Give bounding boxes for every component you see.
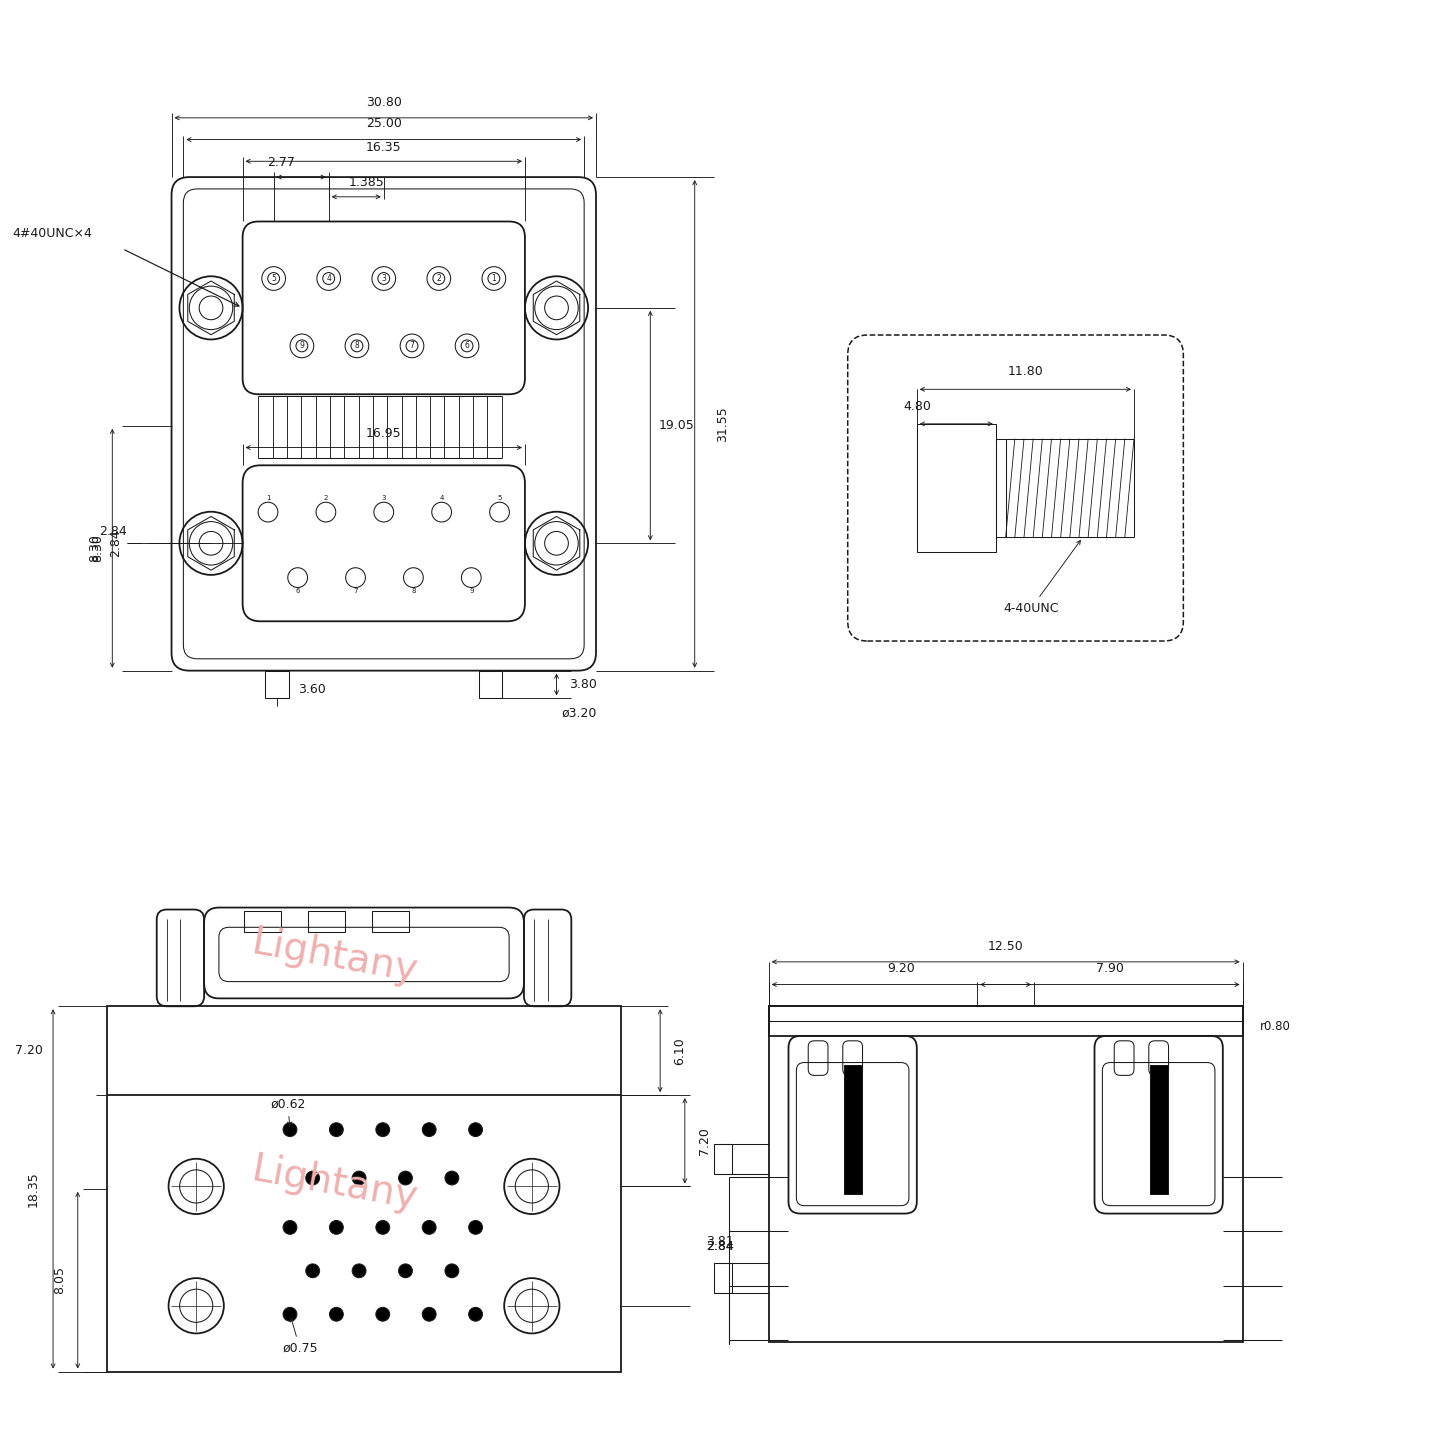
Bar bbox=[769, 1007, 1243, 1342]
Text: 4-40UNC: 4-40UNC bbox=[1004, 540, 1080, 615]
Text: 30.80: 30.80 bbox=[366, 95, 402, 108]
Text: 4#40UNC×4: 4#40UNC×4 bbox=[13, 228, 92, 240]
Circle shape bbox=[353, 1264, 366, 1277]
Text: Lightany: Lightany bbox=[248, 923, 420, 991]
Circle shape bbox=[445, 1264, 459, 1277]
Text: 7.90: 7.90 bbox=[1096, 962, 1123, 975]
Text: 9: 9 bbox=[300, 341, 304, 350]
Text: 6: 6 bbox=[465, 341, 469, 350]
Circle shape bbox=[468, 1308, 482, 1320]
Bar bbox=[1149, 1066, 1168, 1194]
Text: 2: 2 bbox=[324, 495, 328, 501]
Bar bbox=[714, 1263, 732, 1293]
Text: ø0.75: ø0.75 bbox=[282, 1318, 318, 1355]
Circle shape bbox=[422, 1123, 436, 1136]
Text: 8.05: 8.05 bbox=[53, 1266, 66, 1295]
Circle shape bbox=[399, 1264, 412, 1277]
Bar bbox=[265, 671, 289, 698]
Bar bbox=[769, 1007, 1243, 1035]
Bar bbox=[844, 1066, 861, 1194]
Text: 2.84: 2.84 bbox=[99, 526, 127, 539]
Text: 7.20: 7.20 bbox=[16, 1044, 43, 1057]
Text: 5: 5 bbox=[497, 495, 501, 501]
Text: ø0.62: ø0.62 bbox=[271, 1097, 305, 1126]
Text: r0.80: r0.80 bbox=[1260, 1020, 1292, 1032]
Circle shape bbox=[305, 1171, 320, 1185]
Text: 31.55: 31.55 bbox=[716, 406, 729, 442]
Text: 9: 9 bbox=[469, 589, 474, 595]
Text: 7: 7 bbox=[409, 341, 415, 350]
Text: 6: 6 bbox=[295, 589, 300, 595]
Text: 3.81: 3.81 bbox=[707, 1236, 734, 1248]
Circle shape bbox=[376, 1308, 390, 1320]
Circle shape bbox=[330, 1123, 343, 1136]
Bar bbox=[308, 910, 346, 932]
Bar bbox=[996, 439, 1005, 537]
Bar bbox=[243, 910, 281, 932]
Text: 1.385: 1.385 bbox=[348, 177, 384, 190]
Bar bbox=[714, 1145, 732, 1174]
Circle shape bbox=[468, 1221, 482, 1234]
Text: 12.50: 12.50 bbox=[988, 939, 1024, 952]
Text: 16.95: 16.95 bbox=[366, 428, 402, 441]
Bar bbox=[108, 1007, 621, 1371]
Circle shape bbox=[284, 1221, 297, 1234]
Text: 19.05: 19.05 bbox=[660, 419, 696, 432]
Circle shape bbox=[422, 1308, 436, 1320]
Text: 3: 3 bbox=[382, 274, 386, 284]
Text: 2.84: 2.84 bbox=[707, 1240, 734, 1253]
Circle shape bbox=[330, 1221, 343, 1234]
Text: 6.10: 6.10 bbox=[674, 1037, 687, 1064]
Text: 3.60: 3.60 bbox=[298, 683, 325, 696]
Circle shape bbox=[330, 1308, 343, 1320]
Text: 4.80: 4.80 bbox=[903, 399, 930, 413]
Text: 1: 1 bbox=[491, 274, 497, 284]
Text: Lightany: Lightany bbox=[248, 1151, 420, 1217]
Text: 3: 3 bbox=[382, 495, 386, 501]
Text: 7: 7 bbox=[353, 589, 357, 595]
Text: 16.35: 16.35 bbox=[366, 141, 402, 154]
Text: 7.20: 7.20 bbox=[698, 1128, 711, 1155]
Text: 9.20: 9.20 bbox=[887, 962, 916, 975]
Text: 2.84: 2.84 bbox=[109, 530, 122, 557]
Text: 8.30: 8.30 bbox=[91, 534, 104, 562]
Text: 8: 8 bbox=[354, 341, 360, 350]
Text: 5: 5 bbox=[271, 274, 276, 284]
Text: 2.84: 2.84 bbox=[707, 1240, 734, 1253]
Circle shape bbox=[422, 1221, 436, 1234]
Text: 2: 2 bbox=[436, 274, 441, 284]
Circle shape bbox=[468, 1123, 482, 1136]
Text: 25.00: 25.00 bbox=[366, 117, 402, 130]
Text: 18.35: 18.35 bbox=[27, 1171, 40, 1207]
Bar bbox=[372, 910, 409, 932]
Circle shape bbox=[305, 1264, 320, 1277]
Text: 11.80: 11.80 bbox=[1008, 366, 1043, 379]
Bar bbox=[478, 671, 503, 698]
Text: 3.80: 3.80 bbox=[569, 678, 598, 691]
Text: 4: 4 bbox=[327, 274, 331, 284]
Circle shape bbox=[353, 1171, 366, 1185]
Circle shape bbox=[284, 1308, 297, 1320]
Text: 4: 4 bbox=[439, 495, 444, 501]
Circle shape bbox=[376, 1123, 390, 1136]
Circle shape bbox=[445, 1171, 459, 1185]
Circle shape bbox=[376, 1221, 390, 1234]
Text: 8: 8 bbox=[412, 589, 416, 595]
Circle shape bbox=[284, 1123, 297, 1136]
Text: 2.77: 2.77 bbox=[268, 156, 295, 168]
Circle shape bbox=[399, 1171, 412, 1185]
Bar bbox=[917, 423, 996, 552]
Text: ø3.20: ø3.20 bbox=[562, 707, 596, 720]
Text: 1: 1 bbox=[266, 495, 271, 501]
Text: 8.30: 8.30 bbox=[88, 534, 101, 562]
